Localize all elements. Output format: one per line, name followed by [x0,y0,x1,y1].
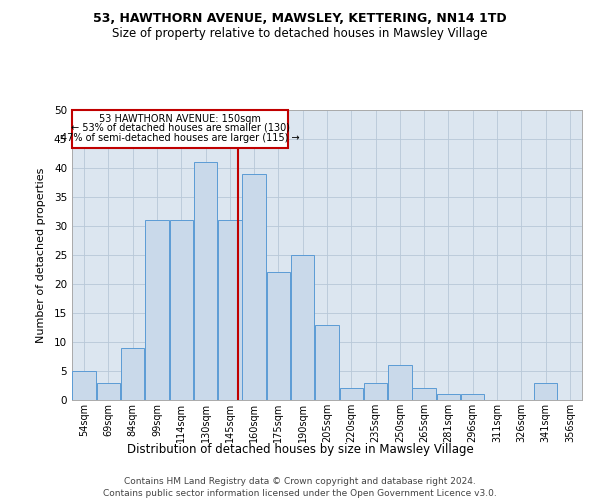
Bar [121,348,145,400]
Bar [388,365,412,400]
Y-axis label: Number of detached properties: Number of detached properties [35,168,46,342]
Text: Contains public sector information licensed under the Open Government Licence v3: Contains public sector information licen… [103,489,497,498]
Text: 47% of semi-detached houses are larger (115) →: 47% of semi-detached houses are larger (… [61,133,299,143]
Text: Size of property relative to detached houses in Mawsley Village: Size of property relative to detached ho… [112,28,488,40]
Bar [145,220,169,400]
Bar [194,162,217,400]
Text: 53 HAWTHORN AVENUE: 150sqm: 53 HAWTHORN AVENUE: 150sqm [99,114,261,124]
Bar [412,388,436,400]
Bar [73,371,96,400]
Text: Contains HM Land Registry data © Crown copyright and database right 2024.: Contains HM Land Registry data © Crown c… [124,478,476,486]
Bar [266,272,290,400]
Bar [97,382,120,400]
Bar [291,255,314,400]
Bar [437,394,460,400]
Text: ← 53% of detached houses are smaller (130): ← 53% of detached houses are smaller (13… [71,122,290,132]
Bar [242,174,266,400]
Bar [364,382,388,400]
Bar [170,220,193,400]
Text: Distribution of detached houses by size in Mawsley Village: Distribution of detached houses by size … [127,442,473,456]
Bar [340,388,363,400]
Text: 53, HAWTHORN AVENUE, MAWSLEY, KETTERING, NN14 1TD: 53, HAWTHORN AVENUE, MAWSLEY, KETTERING,… [93,12,507,26]
Bar [534,382,557,400]
Bar [315,324,339,400]
Bar [72,110,288,148]
Bar [461,394,484,400]
Bar [218,220,242,400]
